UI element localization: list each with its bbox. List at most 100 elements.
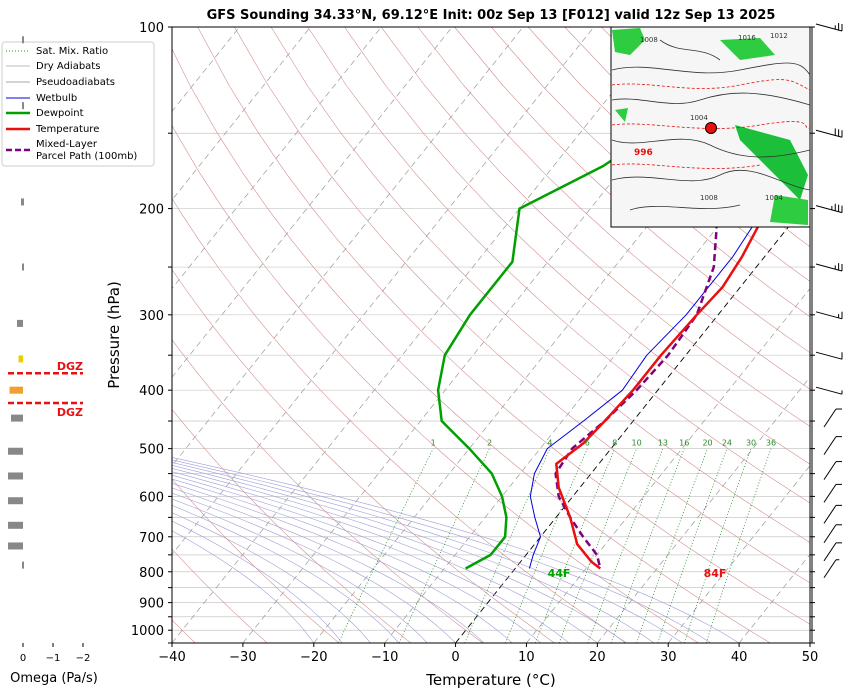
wind-barb <box>815 311 843 320</box>
barb-staff <box>823 436 837 455</box>
inset-location-marker <box>705 122 717 134</box>
y-tick-label: 400 <box>139 384 164 399</box>
moist-adiabat <box>172 487 485 643</box>
y-tick-label: 200 <box>139 203 164 218</box>
isotherm <box>667 465 810 643</box>
inset-isobars <box>611 39 811 211</box>
isotherm <box>172 27 666 643</box>
omega-bar <box>8 521 23 529</box>
moist-adiabat <box>172 457 740 643</box>
isotherm <box>172 27 595 555</box>
mixing-ratio-label: 24 <box>722 439 732 448</box>
legend: Sat. Mix. Ratio Dry Adiabats Pseudoadiab… <box>1 41 155 167</box>
inset-map: 996 1016 1012 1008 1004 1004 1008 <box>610 26 811 228</box>
isotherm <box>313 27 807 643</box>
moist-adiabat <box>172 482 513 643</box>
mixing-ratio-label: 6 <box>585 439 590 448</box>
moist-adiabat <box>172 471 598 643</box>
legend-dry-adiabats: Dry Adiabats <box>36 61 100 72</box>
mixing-ratio-line <box>610 448 685 643</box>
x-tick-label: −20 <box>300 650 327 665</box>
mixing-ratio-label: 16 <box>679 439 689 448</box>
omega-bar <box>9 386 23 394</box>
y-axis-label: Pressure (hPa) <box>105 281 123 389</box>
surface-dewpoint-label: 44F <box>548 567 571 580</box>
barb-staff <box>815 23 843 32</box>
dry-adiabat <box>172 339 483 643</box>
dry-adiabat <box>172 548 268 643</box>
omega-panel <box>8 36 84 647</box>
moist-adiabat <box>172 474 570 643</box>
omega-tick-2: −2 <box>76 653 91 664</box>
mixing-ratio-line <box>683 448 752 643</box>
x-tick-label: 30 <box>660 650 677 665</box>
y-tick-label: 800 <box>139 566 164 581</box>
inset-label-1012: 1012 <box>770 32 788 40</box>
isotherm <box>172 27 453 378</box>
omega-bar <box>8 542 23 550</box>
inset-label-1008: 1008 <box>640 36 658 44</box>
moist-adiabat <box>172 468 626 643</box>
barb-staff <box>823 484 837 503</box>
mixing-ratio-labels: 1 2 4 6 8 10 13 16 20 24 30 36 <box>431 439 776 448</box>
omega-bar <box>22 263 24 271</box>
y-axis: 100 200 300 400 500 600 700 800 900 1000 <box>131 21 172 644</box>
wind-barbs <box>810 23 843 644</box>
moist-adiabat <box>172 520 343 643</box>
barb-staff <box>815 263 843 272</box>
legend-temperature: Temperature <box>35 124 99 135</box>
mixing-ratio-line <box>534 448 616 643</box>
dry-adiabat <box>527 27 810 282</box>
moist-adiabat <box>172 505 400 643</box>
mixing-ratio-line <box>398 448 490 643</box>
omega-bar <box>8 497 23 505</box>
mixing-ratio-label: 4 <box>547 439 552 448</box>
wind-barb <box>823 461 842 480</box>
legend-parcel-line2: Parcel Path (100mb) <box>36 151 137 162</box>
dry-adiabat <box>172 124 699 643</box>
legend-pseudoadiabats: Pseudoadiabats <box>36 77 115 88</box>
barb-staff <box>823 524 837 544</box>
barb-staff <box>823 559 837 579</box>
y-tick-label: 900 <box>139 597 164 612</box>
omega-bar <box>22 102 24 110</box>
y-tick-label: 500 <box>139 443 164 458</box>
chart-title: GFS Sounding 34.33°N, 69.12°E Init: 00z … <box>207 8 776 23</box>
wetbulb-line <box>528 158 765 569</box>
y-tick-label: 600 <box>139 490 164 505</box>
omega-bar <box>8 447 23 455</box>
x-tick-label: 0 <box>451 650 459 665</box>
x-tick-label: 20 <box>589 650 606 665</box>
wind-barb <box>823 559 840 579</box>
x-tick-label: 10 <box>518 650 535 665</box>
y-tick-label: 300 <box>139 309 164 324</box>
wind-barb <box>815 203 843 214</box>
dry-adiabat <box>491 27 810 318</box>
omega-tick-0: 0 <box>20 653 26 664</box>
legend-wetbulb: Wetbulb <box>36 93 77 104</box>
dry-adiabat <box>172 408 412 643</box>
barb-staff <box>815 311 843 320</box>
dry-adiabat <box>380 27 810 427</box>
mixing-ratio-line <box>636 448 708 643</box>
mixing-ratio-line <box>505 448 588 643</box>
omega-axis-label: Omega (Pa/s) <box>10 671 98 686</box>
mixing-ratio-label: 20 <box>702 439 712 448</box>
wind-barb <box>815 23 843 32</box>
mixing-ratio-label: 10 <box>632 439 642 448</box>
omega-bar <box>17 319 23 327</box>
y-tick-label: 1000 <box>131 624 164 639</box>
x-tick-label: 40 <box>731 650 748 665</box>
dry-adiabat <box>454 27 810 354</box>
mixing-ratio-label: 36 <box>766 439 776 448</box>
wind-barb <box>815 351 843 360</box>
mixing-ratio-label: 13 <box>658 439 668 448</box>
dry-adiabat <box>822 27 853 643</box>
isotherm <box>526 287 810 643</box>
moist-adiabat <box>172 530 315 643</box>
wind-barb <box>815 128 843 138</box>
inset-label-1016: 1016 <box>738 34 756 42</box>
isotherm <box>455 199 810 643</box>
dry-adiabat <box>417 27 810 390</box>
dry-adiabat <box>307 27 810 504</box>
